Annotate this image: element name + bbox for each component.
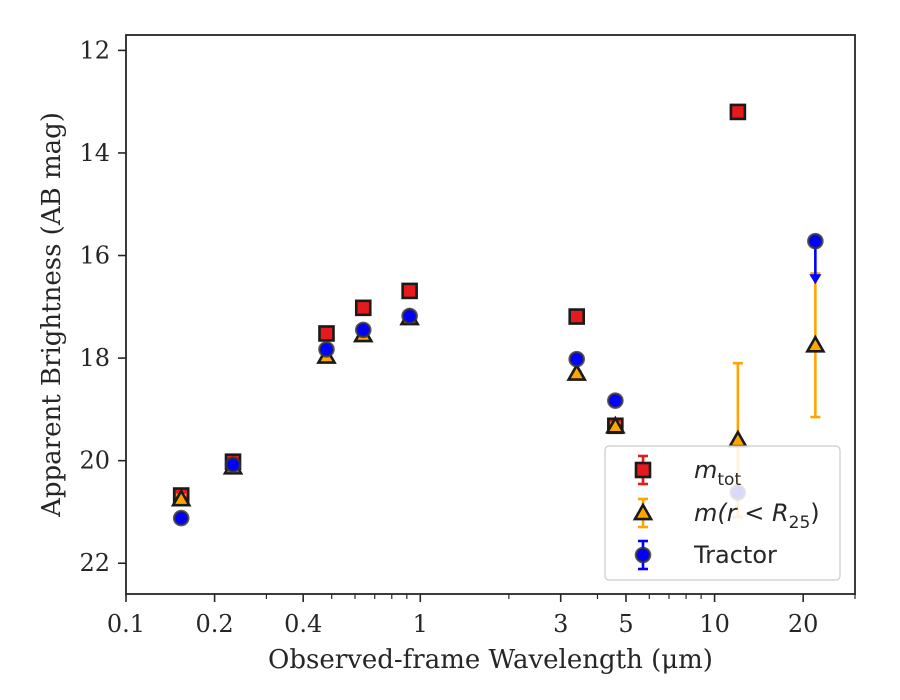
point-triangle [805, 334, 826, 353]
point-triangle [605, 415, 626, 434]
point-circle [172, 509, 190, 527]
legend-swatch [634, 539, 652, 571]
legend-box [604, 445, 841, 581]
point-circle [354, 321, 372, 339]
legend: mtot m(r < R25) Tractor [604, 445, 841, 581]
legend-label-main: m [694, 456, 717, 484]
point-square [568, 308, 586, 325]
legend-label-subscript: 25 [789, 513, 811, 533]
point-triangle [727, 429, 749, 448]
y-axis-label: Apparent Brightness (AB mag) [37, 112, 67, 518]
point-circle [807, 232, 824, 250]
x-axis-label: Observed-frame Wavelength (μm) [268, 645, 713, 675]
legend-marker-circle [634, 546, 652, 564]
point-square [354, 299, 372, 317]
axes-frame [125, 34, 856, 595]
legend-label-main: Tractor [693, 541, 777, 569]
legend-label: m(r < R25) [694, 499, 820, 533]
point-square [401, 282, 418, 300]
y-axis: 12 14 16 18 20 22 [79, 36, 126, 577]
legend-marker-square [634, 461, 652, 479]
legend-swatch [634, 454, 652, 486]
legend-marker-triangle [632, 502, 654, 521]
x-tick-label: 0.1 [107, 610, 145, 638]
y-tick-label: 12 [79, 36, 110, 64]
x-tick-label: 20 [788, 610, 819, 638]
point-circle [401, 307, 418, 325]
x-tick-label: 0.2 [196, 610, 234, 638]
upper-limit-arrow [809, 274, 822, 285]
point-circle [568, 350, 586, 368]
legend-label-main: m(r < R [694, 499, 789, 527]
legend-label-tail: ) [810, 499, 819, 527]
y-tick-label: 16 [79, 242, 110, 270]
point-circle [224, 456, 242, 474]
y-tick-label: 18 [79, 344, 110, 372]
point-triangle [566, 362, 587, 381]
legend-swatch [632, 497, 654, 529]
point-square [318, 325, 335, 342]
point-circle [607, 392, 624, 409]
x-tick-label: 0.4 [284, 610, 322, 638]
x-tick-label: 1 [413, 610, 428, 638]
x-tick-label: 5 [618, 610, 633, 638]
point-circle [318, 341, 335, 358]
y-tick-label: 14 [79, 139, 110, 167]
x-tick-label: 10 [699, 610, 730, 638]
x-axis: 0.1 0.2 0.4 1 3 5 10 20 [107, 594, 856, 638]
point-square [729, 103, 747, 121]
legend-label-subscript: tot [717, 470, 741, 490]
legend-label: mtot [694, 456, 741, 490]
y-tick-label: 20 [79, 447, 110, 475]
point-triangle [170, 488, 192, 507]
series-square [172, 103, 747, 504]
x-tick-label: 3 [553, 610, 568, 638]
y-tick-label: 22 [79, 549, 110, 577]
legend-label: Tractor [693, 541, 777, 569]
